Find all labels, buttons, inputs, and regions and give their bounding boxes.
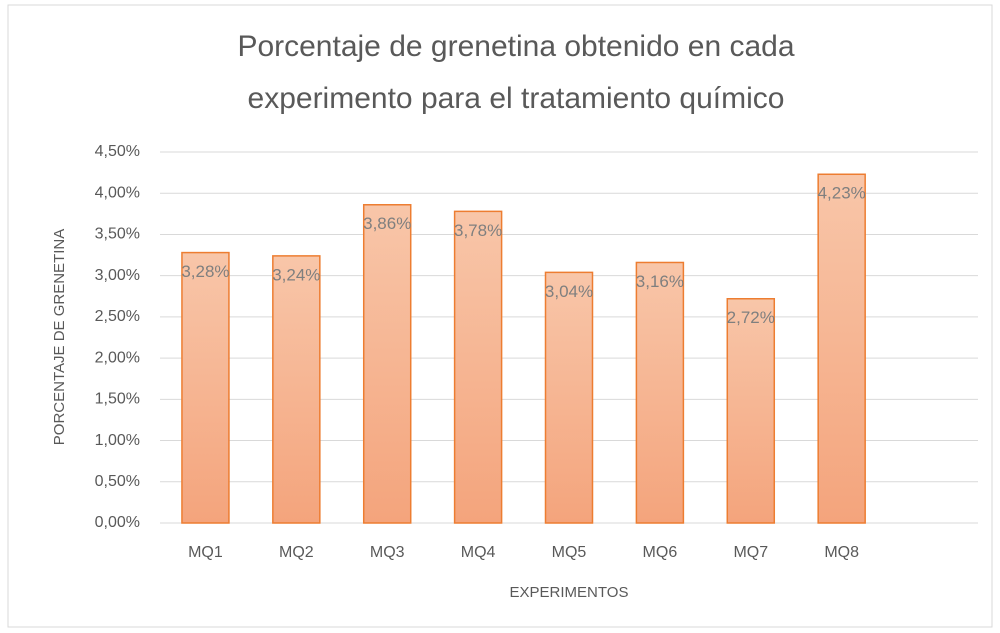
x-tick-label: MQ2 [279,544,314,561]
bar [362,204,412,524]
data-label: 2,72% [727,308,775,327]
y-tick-label: 0,00% [95,514,140,531]
y-tick-label: 3,50% [95,226,140,243]
y-tick-label: 1,50% [95,391,140,408]
y-tick-label: 3,00% [95,267,140,284]
data-label: 3,16% [636,272,684,291]
y-tick-label: 4,50% [95,143,140,160]
x-tick-label: MQ8 [824,544,859,561]
data-label: 4,23% [818,184,866,203]
data-label: 3,78% [454,221,502,240]
x-tick-label: MQ6 [643,544,678,561]
y-tick-label: 0,50% [95,473,140,490]
x-tick-label: MQ7 [733,544,768,561]
x-tick-label: MQ5 [552,544,587,561]
bar [272,255,321,524]
x-tick-label: MQ1 [188,544,223,561]
data-label: 3,86% [363,214,411,233]
data-label: 3,04% [545,282,593,301]
bar [726,298,776,524]
x-axis-title: EXPERIMENTOS [510,584,629,601]
data-label: 3,28% [181,262,229,281]
bar [181,251,230,524]
y-tick-label: 2,00% [95,349,140,366]
chart-title: experimento para el tratamiento químico [248,82,785,115]
y-tick-label: 4,00% [95,184,140,201]
y-tick-label: 1,00% [95,432,140,449]
y-axis-title: PORCENTAJE DE GRENETINA [51,229,68,445]
bar [453,210,503,524]
bar [544,271,594,524]
bar [635,261,685,524]
y-tick-label: 2,50% [95,308,140,325]
data-label: 3,24% [272,265,320,284]
x-tick-label: MQ4 [461,544,496,561]
x-tick-label: MQ3 [370,544,405,561]
bar [817,173,866,524]
chart-title: Porcentaje de grenetina obtenido en cada [237,30,794,63]
